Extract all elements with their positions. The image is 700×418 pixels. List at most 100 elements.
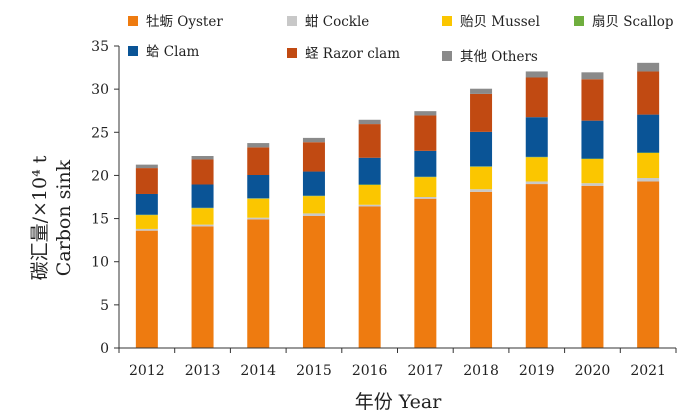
y-axis: 0 5 10 15 20 25 30 35 xyxy=(91,39,120,357)
legend-swatch-2 xyxy=(442,16,452,26)
bar-2012-series-4 xyxy=(135,193,158,215)
legend-label-6: 其他 Others xyxy=(460,49,538,65)
y-axis-title: 碳汇量/×10⁴ t xyxy=(29,155,51,280)
legend-label-4: 蛤 Clam xyxy=(146,44,199,60)
bar-2015-series-6 xyxy=(302,137,325,143)
bar-2017-series-5 xyxy=(414,115,437,151)
bar-2013-series-5 xyxy=(191,159,214,185)
bar-2012-series-1 xyxy=(135,228,158,231)
x-tick-label-2016: 2016 xyxy=(352,363,388,379)
bar-2012-series-6 xyxy=(135,164,158,169)
bar-2017-series-4 xyxy=(414,150,437,177)
x-tick-label-2017: 2017 xyxy=(408,363,444,379)
x-tick-label-2018: 2018 xyxy=(463,363,499,379)
x-tick-label-2012: 2012 xyxy=(129,363,165,379)
bar-2017-series-1 xyxy=(414,197,437,199)
bar-2013-series-1 xyxy=(191,224,214,227)
bar-2016-series-0 xyxy=(358,206,381,348)
bar-2021-series-1 xyxy=(637,178,660,182)
bars xyxy=(135,62,660,348)
bar-2015-series-4 xyxy=(302,171,325,196)
bar-2020-series-6 xyxy=(581,72,604,80)
y-tick-label-25: 25 xyxy=(91,125,109,141)
legend-swatch-4 xyxy=(128,46,138,56)
x-axis-title: 年份 Year xyxy=(355,391,443,413)
bar-2015-series-1 xyxy=(302,213,325,216)
bar-2021-series-5 xyxy=(637,71,660,115)
bar-2013-series-4 xyxy=(191,184,214,208)
bar-2019-series-2 xyxy=(525,157,548,182)
bar-2018-series-5 xyxy=(470,93,493,132)
legend-swatch-5 xyxy=(287,48,297,58)
bar-2018-series-0 xyxy=(470,191,493,348)
bar-2014-series-0 xyxy=(247,219,270,348)
bar-2015-series-2 xyxy=(302,196,325,214)
bar-2020-series-1 xyxy=(581,183,604,186)
y-tick-label-10: 10 xyxy=(91,255,109,271)
bar-2016-series-6 xyxy=(358,119,381,125)
x-tick-label-2021: 2021 xyxy=(630,363,666,379)
y-tick-label-35: 35 xyxy=(91,39,109,55)
legend-label-1: 蚶 Cockle xyxy=(305,14,369,30)
y-tick-label-20: 20 xyxy=(91,168,109,184)
bar-2016-series-5 xyxy=(358,124,381,158)
bar-2018-series-2 xyxy=(470,166,493,190)
legend: 牡蛎 Oyster 蚶 Cockle 贻贝 Mussel 扇贝 Scallop 蛤 Cl… xyxy=(128,14,674,65)
x-tick-label-2015: 2015 xyxy=(296,363,332,379)
bar-2016-series-2 xyxy=(358,184,381,205)
y-axis-subtitle: Carbon sink xyxy=(53,159,75,276)
legend-swatch-6 xyxy=(442,51,452,61)
bar-2020-series-0 xyxy=(581,185,604,348)
bar-2021-series-4 xyxy=(637,114,660,153)
bar-2014-series-5 xyxy=(247,147,270,175)
bar-2018-series-4 xyxy=(470,131,493,167)
x-tick-label-2020: 2020 xyxy=(575,363,611,379)
bar-2020-series-5 xyxy=(581,79,604,121)
bar-2020-series-4 xyxy=(581,120,604,159)
legend-swatch-1 xyxy=(287,16,297,26)
bar-2012-series-5 xyxy=(135,168,158,194)
bar-2012-series-2 xyxy=(135,215,158,229)
bar-2016-series-1 xyxy=(358,204,381,207)
y-tick-label-5: 5 xyxy=(100,298,109,314)
bar-2014-series-1 xyxy=(247,217,270,220)
bar-2019-series-6 xyxy=(525,71,548,78)
bar-2017-series-6 xyxy=(414,111,437,116)
x-axis: 2012 2013 2014 2015 2016 2017 2018 2019 2020 2021 xyxy=(118,347,677,379)
bar-2019-series-0 xyxy=(525,184,548,348)
y-tick-label-0: 0 xyxy=(100,341,109,357)
bar-2019-series-5 xyxy=(525,77,548,118)
legend-label-5: 蛏 Razor clam xyxy=(305,46,400,62)
bar-2015-series-0 xyxy=(302,215,325,348)
bar-2013-series-2 xyxy=(191,208,214,225)
bar-2013-series-6 xyxy=(191,156,214,160)
bar-2014-series-2 xyxy=(247,198,270,218)
bar-2015-series-5 xyxy=(302,142,325,172)
bar-2018-series-6 xyxy=(470,88,493,94)
y-tick-label-15: 15 xyxy=(91,212,109,228)
legend-label-0: 牡蛎 Oyster xyxy=(146,14,223,30)
bar-2020-series-2 xyxy=(581,159,604,184)
bar-2016-series-4 xyxy=(358,157,381,185)
bar-2021-series-6 xyxy=(637,62,660,72)
bar-2013-series-0 xyxy=(191,226,214,348)
bar-2018-series-1 xyxy=(470,189,493,192)
bar-2017-series-2 xyxy=(414,177,437,197)
bar-2019-series-4 xyxy=(525,117,548,157)
x-tick-label-2019: 2019 xyxy=(519,363,555,379)
x-tick-label-2014: 2014 xyxy=(240,363,276,379)
legend-label-3: 扇贝 Scallop xyxy=(592,14,674,30)
bar-2021-series-0 xyxy=(637,181,660,348)
bar-2021-series-2 xyxy=(637,152,660,179)
bar-2017-series-0 xyxy=(414,198,437,348)
bar-2012-series-0 xyxy=(135,230,158,348)
bar-2014-series-6 xyxy=(247,143,270,148)
legend-swatch-3 xyxy=(574,16,584,26)
legend-swatch-0 xyxy=(128,16,138,26)
bar-2014-series-4 xyxy=(247,175,270,199)
legend-label-2: 贻贝 Mussel xyxy=(460,14,540,30)
y-tick-label-30: 30 xyxy=(91,82,109,98)
x-tick-label-2013: 2013 xyxy=(185,363,221,379)
